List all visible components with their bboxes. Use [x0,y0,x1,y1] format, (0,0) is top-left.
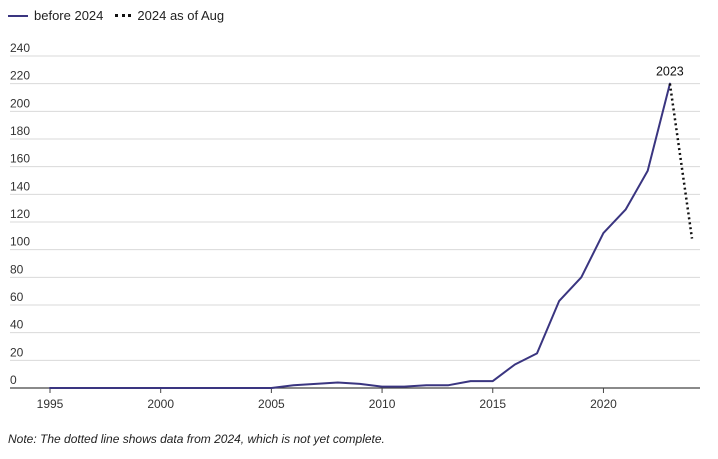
y-tick-label-80: 80 [10,262,24,276]
chart-legend: before 2024 2024 as of Aug [8,8,224,23]
y-tick-label-200: 200 [10,96,30,110]
legend-swatch-solid [8,14,28,17]
y-tick-label-140: 140 [10,179,30,193]
y-tick-label-0: 0 [10,373,17,387]
legend-item-2024: 2024 as of Aug [115,8,224,23]
annotation-label-2023: 2023 [656,65,684,79]
x-tick-label-1995: 1995 [37,397,64,411]
y-tick-label-20: 20 [10,345,24,359]
y-tick-label-100: 100 [10,235,30,249]
series-line-solid [49,82,671,389]
x-tick-label-2020: 2020 [590,397,617,411]
chart-note: Note: The dotted line shows data from 20… [8,432,385,446]
x-tick-label-2005: 2005 [258,397,285,411]
y-tick-label-40: 40 [10,318,24,332]
y-tick-label-60: 60 [10,290,24,304]
y-tick-label-160: 160 [10,152,30,166]
legend-swatch-dotted [115,14,132,17]
y-tick-label-120: 120 [10,207,30,221]
legend-item-before-2024: before 2024 [8,8,103,23]
x-tick-label-2010: 2010 [369,397,396,411]
x-tick-label-2015: 2015 [479,397,506,411]
y-tick-label-220: 220 [10,69,30,83]
y-tick-label-180: 180 [10,124,30,138]
x-tick-label-2000: 2000 [147,397,174,411]
y-tick-label-240: 240 [10,41,30,55]
series-line-dotted [668,83,694,239]
legend-label-2024: 2024 as of Aug [137,8,225,23]
legend-label-before-2024: before 2024 [34,8,104,23]
